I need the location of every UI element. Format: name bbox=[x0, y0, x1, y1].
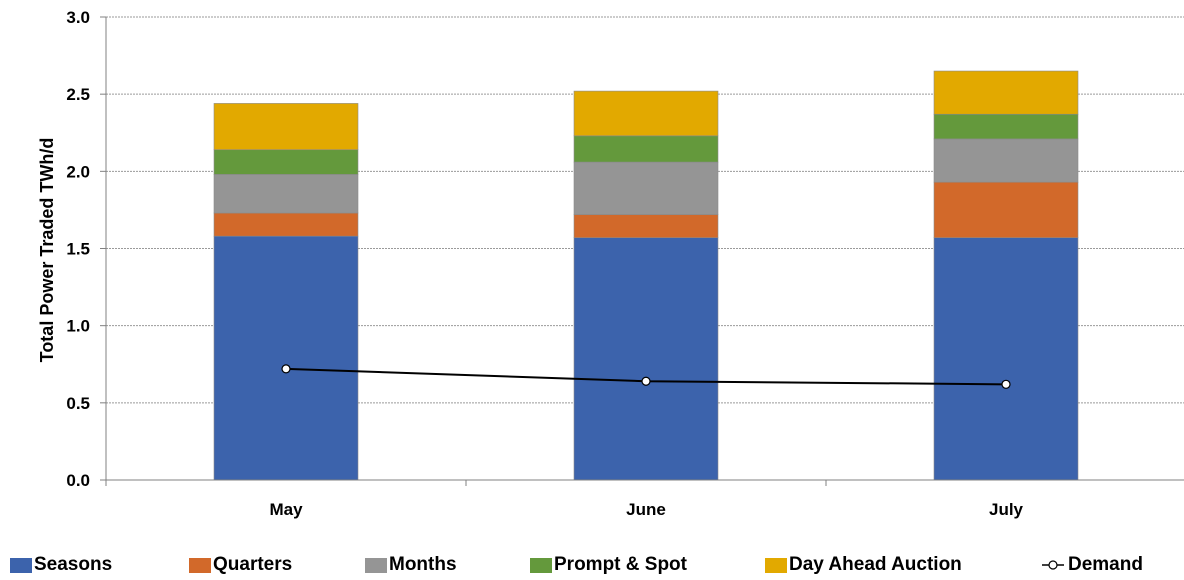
demand-point bbox=[641, 376, 651, 386]
legend-line-icon bbox=[1042, 560, 1064, 570]
legend-item: Months bbox=[365, 553, 457, 577]
legend-label: Quarters bbox=[213, 554, 293, 575]
legend-item: Demand bbox=[1041, 553, 1143, 577]
bar-segment bbox=[213, 103, 359, 151]
bar-segment bbox=[213, 149, 359, 175]
axes bbox=[100, 16, 1184, 486]
bar-segment bbox=[573, 161, 719, 215]
bar-segment bbox=[573, 237, 719, 481]
legend-item: Day Ahead Auction bbox=[765, 553, 962, 577]
y-tick-label: 2.5 bbox=[66, 85, 90, 104]
legend-label: Demand bbox=[1068, 554, 1143, 575]
x-tick-label: June bbox=[626, 500, 666, 519]
legend-swatch bbox=[189, 557, 211, 573]
legend-item: Quarters bbox=[189, 553, 292, 577]
y-tick-label: 1.5 bbox=[66, 240, 90, 259]
bar-segment bbox=[933, 113, 1079, 140]
legend-swatch bbox=[10, 557, 32, 573]
legend-item: Prompt & Spot bbox=[530, 553, 687, 577]
demand-point bbox=[281, 364, 291, 374]
axis-labels: 0.0 0.5 1.0 1.5 2.0 2.5 3.0 May June July bbox=[66, 8, 1023, 519]
bar-segment bbox=[573, 214, 719, 238]
stacked-bar-chart: 0.0 0.5 1.0 1.5 2.0 2.5 3.0 May June July Total P… bbox=[37, 8, 1184, 519]
bar-segment bbox=[933, 70, 1079, 115]
legend-swatch bbox=[365, 557, 387, 573]
bar-segment bbox=[933, 138, 1079, 183]
x-tick-label: May bbox=[269, 500, 303, 519]
y-axis-title: Total Power Traded TWh/d bbox=[37, 138, 57, 363]
legend-swatch bbox=[530, 557, 552, 573]
bar-segment bbox=[573, 135, 719, 163]
legend-swatch bbox=[765, 557, 787, 573]
bars bbox=[213, 70, 1079, 481]
y-tick-label: 0.0 bbox=[66, 471, 90, 490]
x-tick-label: July bbox=[989, 500, 1024, 519]
bar-segment bbox=[573, 90, 719, 137]
legend-label: Seasons bbox=[34, 554, 113, 575]
legend-item: Seasons bbox=[10, 553, 112, 577]
y-tick-label: 2.0 bbox=[66, 162, 90, 181]
y-tick-label: 1.0 bbox=[66, 317, 90, 336]
bar-segment bbox=[933, 237, 1079, 481]
demand-line bbox=[281, 364, 1011, 389]
y-tick-label: 0.5 bbox=[66, 394, 90, 413]
bar-segment bbox=[213, 235, 359, 481]
demand-point bbox=[1001, 379, 1011, 389]
legend-label: Months bbox=[389, 554, 457, 575]
legend: Seasons Quarters Months Prompt & Spot Day Ah… bbox=[0, 553, 1184, 579]
bar-segment bbox=[213, 174, 359, 214]
legend-label: Prompt & Spot bbox=[554, 554, 687, 575]
y-tick-label: 3.0 bbox=[66, 8, 90, 27]
bar-segment bbox=[933, 181, 1079, 238]
legend-label: Day Ahead Auction bbox=[789, 554, 962, 575]
bar-segment bbox=[213, 212, 359, 237]
